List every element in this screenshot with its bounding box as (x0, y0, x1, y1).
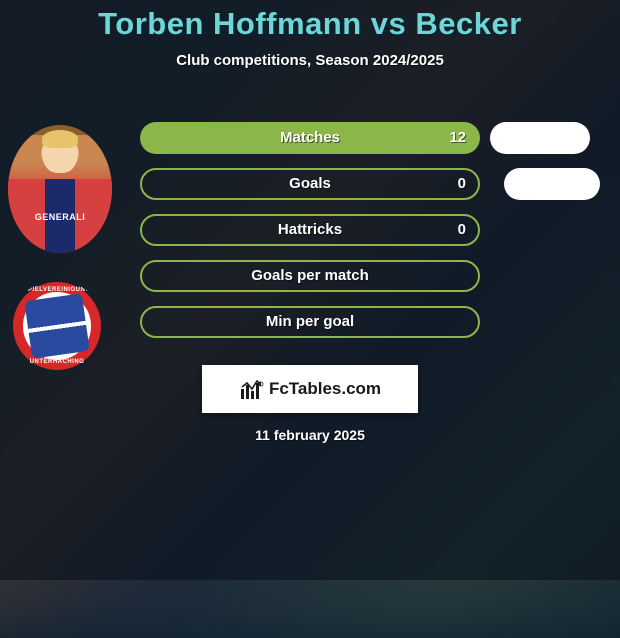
stat-bar-pill (140, 306, 480, 338)
stat-bar-value: 12 (449, 122, 466, 154)
player-avatar: GENERALI (8, 125, 112, 253)
page-title: Torben Hoffmann vs Becker (0, 6, 620, 42)
avatar-column: GENERALI SPIELVEREINIGUNG UNTERHACHING (8, 125, 112, 371)
stat-bar-row: Matches12 (140, 122, 480, 154)
brand-icon (239, 377, 265, 401)
page-subtitle: Club competitions, Season 2024/2025 (0, 52, 620, 69)
stat-bar-pill (140, 168, 480, 200)
footer-brand-badge: FcTables.com (202, 365, 418, 413)
club-badge-text-top: SPIELVEREINIGUNG (8, 287, 106, 293)
stat-bars: Matches12 Goals0 Hattricks0 Goals per match… (140, 122, 480, 352)
stat-bar-pill (140, 122, 480, 154)
stat-bar-pill (140, 260, 480, 292)
opponent-stat-pill (490, 122, 590, 154)
stat-bar-row: Hattricks0 (140, 214, 480, 246)
club-badge-text-bottom: UNTERHACHING (8, 359, 106, 365)
stat-bar-row: Goals per match (140, 260, 480, 292)
stat-bar-pill (140, 214, 480, 246)
stat-bar-value: 0 (458, 168, 466, 200)
footer-date: 11 february 2025 (0, 427, 620, 443)
footer-brand-text: FcTables.com (269, 379, 381, 399)
opponent-stat-pill (504, 168, 600, 200)
stat-bar-value: 0 (458, 214, 466, 246)
content-root: Torben Hoffmann vs Becker Club competiti… (0, 0, 620, 69)
club-badge: SPIELVEREINIGUNG UNTERHACHING (8, 281, 106, 371)
stat-bar-row: Min per goal (140, 306, 480, 338)
player-jersey-sponsor: GENERALI (35, 212, 86, 222)
stat-bar-row: Goals0 (140, 168, 480, 200)
club-badge-center (24, 293, 90, 359)
